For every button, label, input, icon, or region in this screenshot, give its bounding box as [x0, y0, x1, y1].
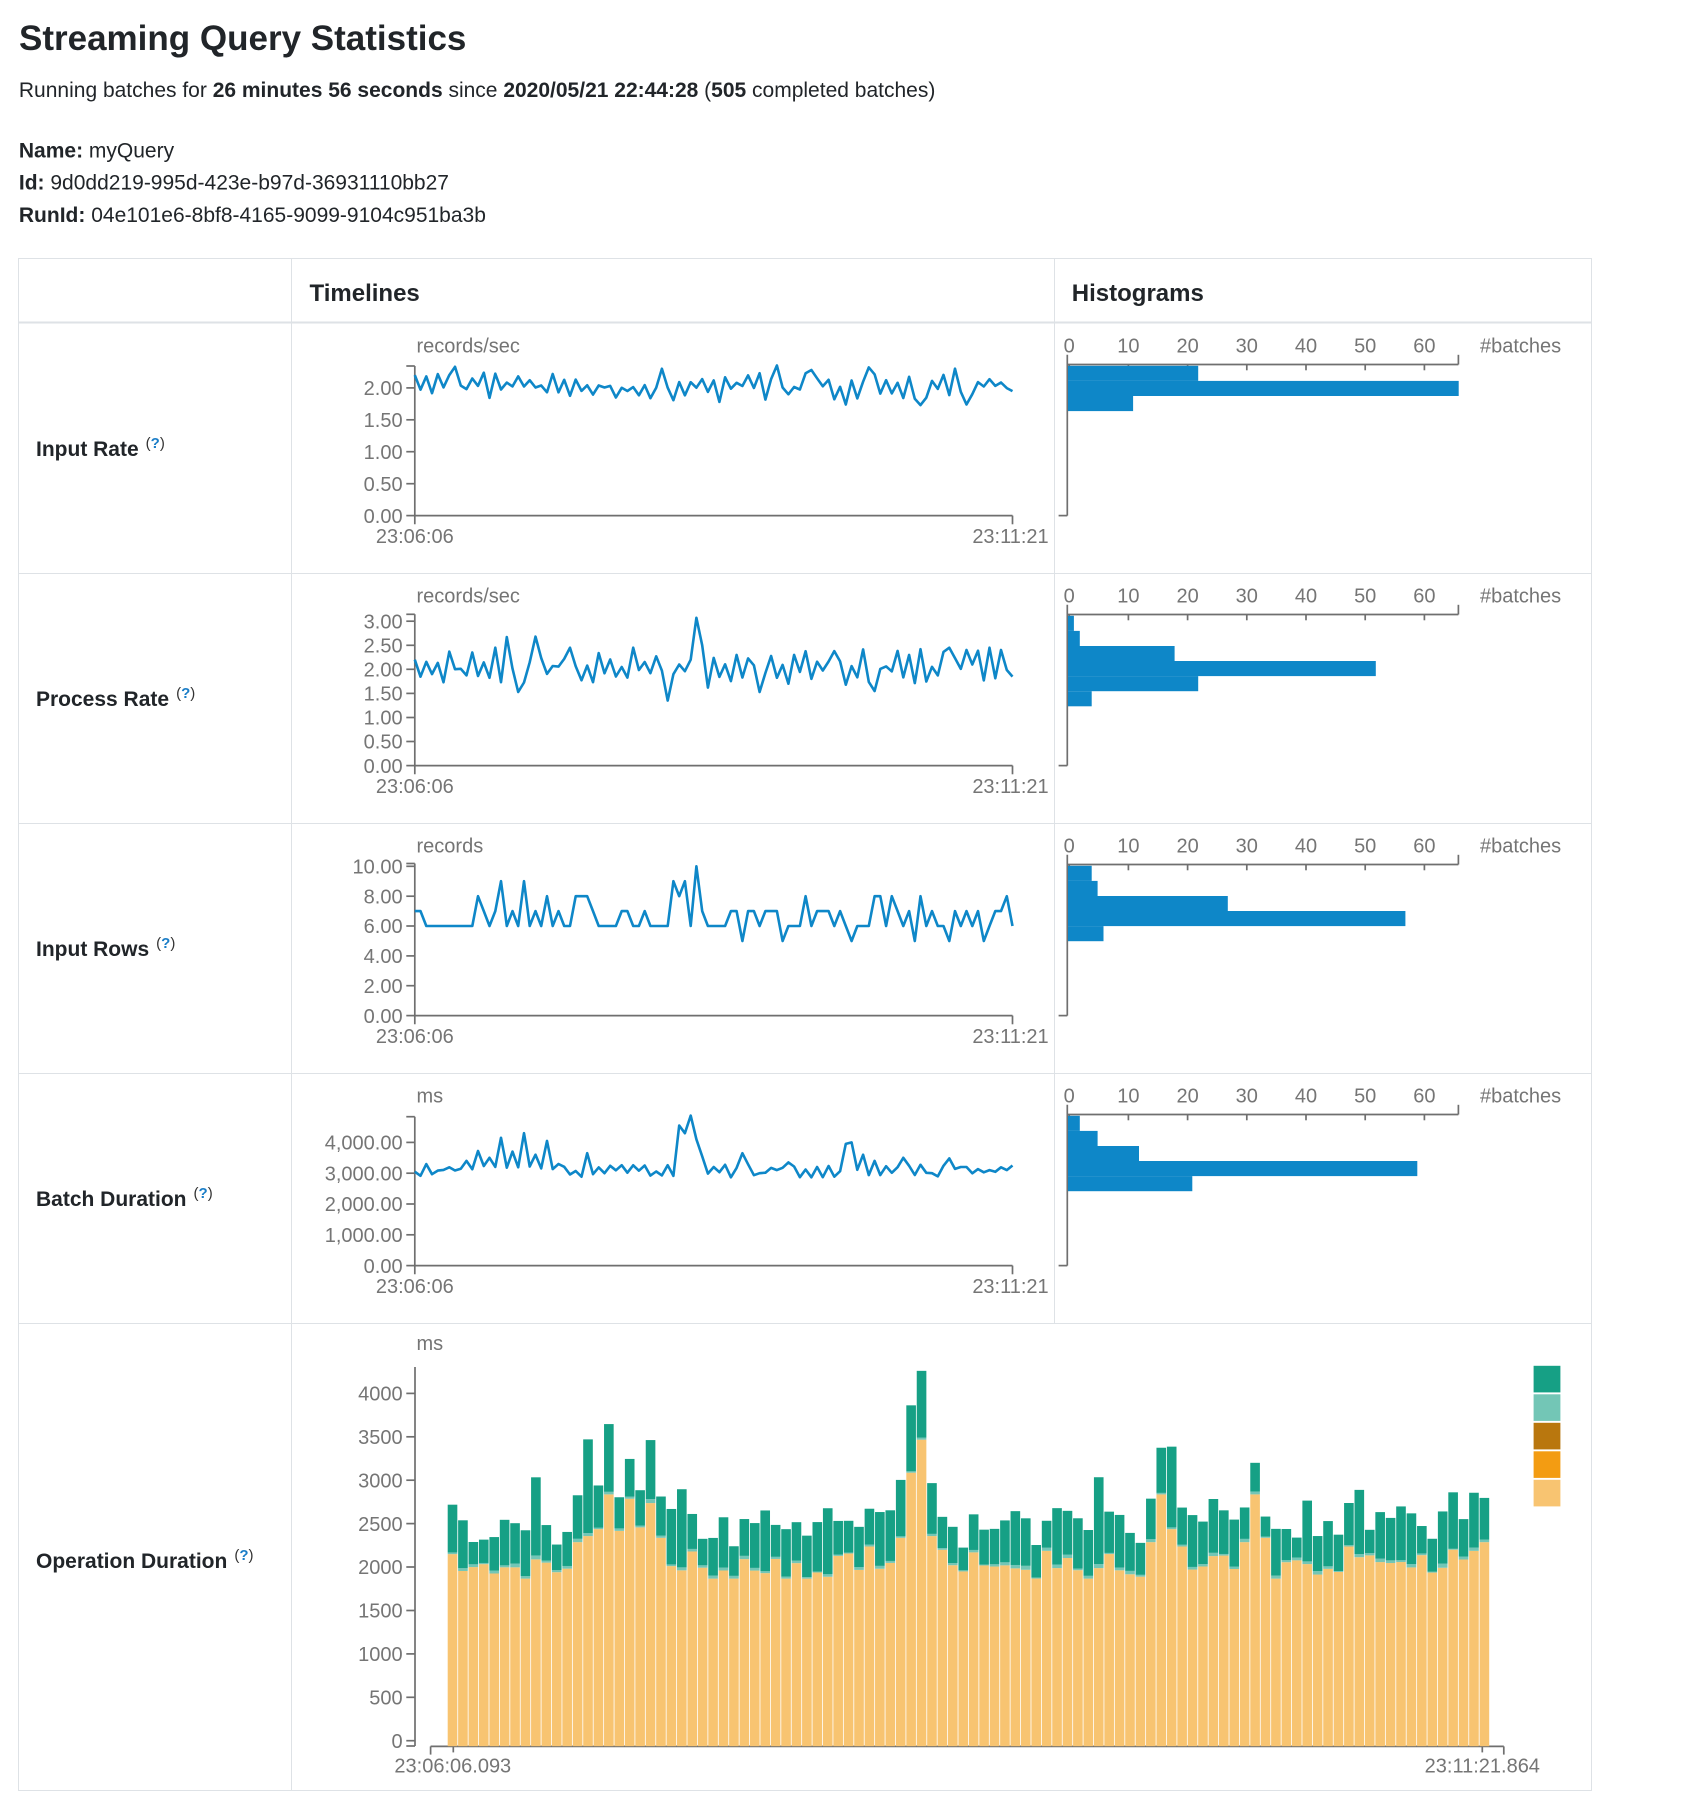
svg-text:3000: 3000 — [358, 1470, 403, 1492]
svg-text:Operation Duration(?): Operation Duration (?) — [36, 1547, 254, 1573]
svg-text:23:11:21: 23:11:21 — [972, 1276, 1048, 1298]
svg-text:1.00: 1.00 — [364, 708, 403, 730]
svg-text:Running batches for 26 minutes: Running batches for 26 minutes 56 second… — [19, 79, 935, 102]
svg-text:0: 0 — [391, 1731, 402, 1753]
svg-text:0.00: 0.00 — [364, 1256, 403, 1278]
svg-text:23:06:06.093: 23:06:06.093 — [394, 1756, 511, 1778]
svg-text:2,000.00: 2,000.00 — [325, 1194, 403, 1216]
svg-text:10.00: 10.00 — [353, 857, 403, 879]
svg-text:23:11:21.864: 23:11:21.864 — [1425, 1756, 1540, 1778]
svg-text:23:06:06: 23:06:06 — [376, 1026, 454, 1048]
svg-text:#batches: #batches — [1480, 335, 1561, 357]
svg-text:0.00: 0.00 — [364, 506, 403, 528]
svg-text:40: 40 — [1295, 335, 1317, 357]
svg-text:2500: 2500 — [358, 1514, 403, 1536]
svg-text:2.00: 2.00 — [364, 378, 403, 400]
svg-text:8.00: 8.00 — [364, 886, 403, 908]
svg-text:0: 0 — [1064, 835, 1075, 857]
svg-text:6.00: 6.00 — [364, 916, 403, 938]
svg-text:Id: 9d0dd219-995d-423e-b97d-36: Id: 9d0dd219-995d-423e-b97d-36931110bb27 — [19, 172, 449, 195]
svg-text:500: 500 — [369, 1688, 402, 1710]
svg-text:30: 30 — [1236, 835, 1258, 857]
svg-text:#batches: #batches — [1480, 1085, 1561, 1107]
svg-text:20: 20 — [1176, 585, 1198, 607]
svg-text:#batches: #batches — [1480, 585, 1561, 607]
svg-text:30: 30 — [1236, 585, 1258, 607]
svg-text:Batch Duration(?): Batch Duration (?) — [36, 1185, 213, 1211]
svg-text:50: 50 — [1354, 335, 1376, 357]
svg-text:23:06:06: 23:06:06 — [376, 526, 454, 548]
svg-text:Input Rate(?): Input Rate (?) — [36, 435, 165, 461]
svg-text:23:11:21: 23:11:21 — [972, 776, 1048, 798]
svg-text:0.50: 0.50 — [364, 474, 403, 496]
svg-text:1000: 1000 — [358, 1644, 403, 1666]
svg-text:20: 20 — [1176, 1085, 1198, 1107]
svg-text:1.00: 1.00 — [364, 442, 403, 464]
svg-text:50: 50 — [1354, 585, 1376, 607]
svg-text:23:06:06: 23:06:06 — [376, 1276, 454, 1298]
svg-text:23:11:21: 23:11:21 — [972, 526, 1048, 548]
svg-text:23:06:06: 23:06:06 — [376, 776, 454, 798]
svg-text:3.00: 3.00 — [364, 611, 403, 633]
svg-text:0.50: 0.50 — [364, 732, 403, 754]
svg-text:3,000.00: 3,000.00 — [325, 1163, 403, 1185]
svg-text:40: 40 — [1295, 835, 1317, 857]
svg-text:2.00: 2.00 — [364, 660, 403, 682]
svg-text:0.00: 0.00 — [364, 1006, 403, 1028]
svg-text:ms: ms — [417, 1333, 444, 1355]
svg-text:0.00: 0.00 — [364, 756, 403, 778]
svg-text:1,000.00: 1,000.00 — [325, 1225, 403, 1247]
svg-text:0: 0 — [1064, 335, 1075, 357]
svg-text:#batches: #batches — [1480, 835, 1561, 857]
svg-text:Histograms: Histograms — [1072, 280, 1204, 307]
svg-text:40: 40 — [1295, 1085, 1317, 1107]
svg-text:2.50: 2.50 — [364, 636, 403, 658]
svg-text:4.00: 4.00 — [364, 946, 403, 968]
svg-text:records/sec: records/sec — [417, 335, 520, 357]
svg-text:0: 0 — [1064, 585, 1075, 607]
svg-text:records: records — [417, 835, 484, 857]
svg-text:60: 60 — [1413, 335, 1435, 357]
svg-text:Input Rows(?): Input Rows (?) — [36, 935, 175, 961]
svg-text:20: 20 — [1176, 335, 1198, 357]
svg-text:23:11:21: 23:11:21 — [972, 1026, 1048, 1048]
svg-text:1.50: 1.50 — [364, 410, 403, 432]
svg-text:30: 30 — [1236, 1085, 1258, 1107]
svg-text:20: 20 — [1176, 835, 1198, 857]
svg-text:2.00: 2.00 — [364, 976, 403, 998]
svg-text:60: 60 — [1413, 1085, 1435, 1107]
svg-text:40: 40 — [1295, 585, 1317, 607]
svg-text:4,000.00: 4,000.00 — [325, 1133, 403, 1155]
svg-text:10: 10 — [1117, 835, 1139, 857]
svg-text:Process Rate(?): Process Rate (?) — [36, 685, 195, 711]
svg-text:10: 10 — [1117, 335, 1139, 357]
svg-text:1500: 1500 — [358, 1601, 403, 1623]
svg-text:2000: 2000 — [358, 1557, 403, 1579]
svg-text:30: 30 — [1236, 335, 1258, 357]
svg-text:60: 60 — [1413, 835, 1435, 857]
svg-text:3500: 3500 — [358, 1427, 403, 1449]
svg-text:ms: ms — [417, 1085, 444, 1107]
svg-text:RunId: 04e101e6-8bf8-4165-9099: RunId: 04e101e6-8bf8-4165-9099-9104c951b… — [19, 204, 486, 227]
svg-text:records/sec: records/sec — [417, 585, 520, 607]
svg-text:Name: myQuery: Name: myQuery — [19, 139, 175, 162]
svg-text:Streaming Query Statistics: Streaming Query Statistics — [19, 19, 466, 58]
svg-text:4000: 4000 — [358, 1384, 403, 1406]
svg-text:50: 50 — [1354, 835, 1376, 857]
svg-text:10: 10 — [1117, 585, 1139, 607]
svg-text:0: 0 — [1064, 1085, 1075, 1107]
svg-text:50: 50 — [1354, 1085, 1376, 1107]
svg-text:10: 10 — [1117, 1085, 1139, 1107]
svg-text:Timelines: Timelines — [310, 280, 420, 307]
svg-text:60: 60 — [1413, 585, 1435, 607]
svg-text:1.50: 1.50 — [364, 684, 403, 706]
